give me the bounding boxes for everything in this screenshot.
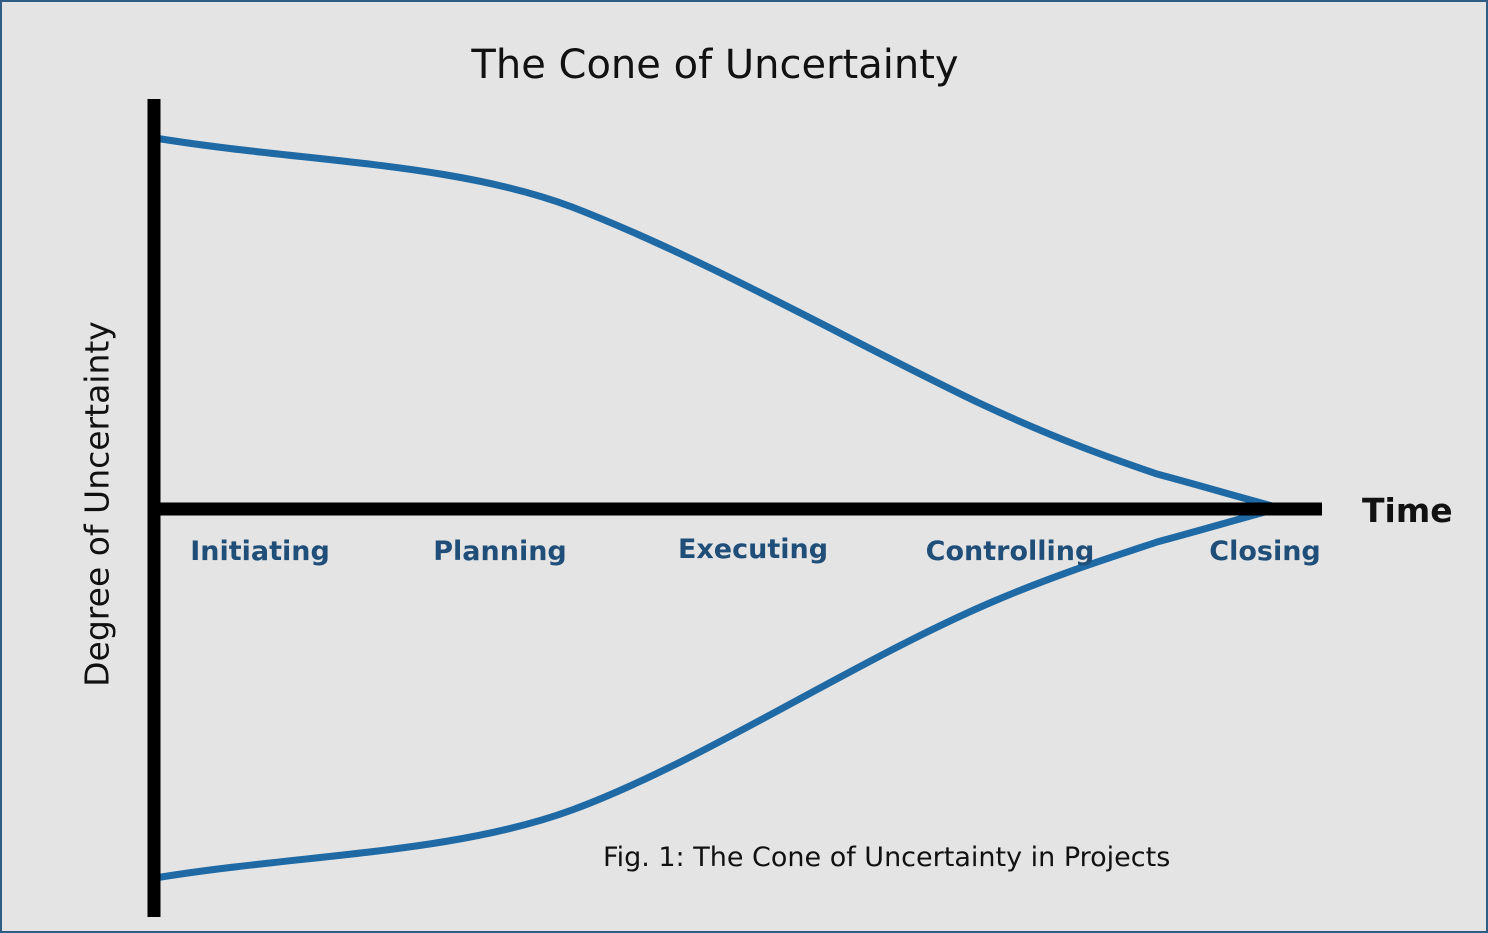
phase-closing: Closing bbox=[1209, 536, 1321, 567]
figure-caption: Fig. 1: The Cone of Uncertainty in Proje… bbox=[603, 842, 1171, 873]
cone-upper-curve bbox=[151, 134, 1284, 512]
y-axis-label: Degree of Uncertainty bbox=[77, 321, 117, 687]
phase-initiating: Initiating bbox=[190, 536, 330, 567]
phase-controlling: Controlling bbox=[925, 536, 1095, 567]
phase-planning: Planning bbox=[433, 536, 567, 567]
phase-executing: Executing bbox=[677, 534, 829, 565]
cone-lower-curve bbox=[151, 504, 1284, 882]
x-axis-label: Time bbox=[1362, 491, 1453, 530]
diagram-title: The Cone of Uncertainty bbox=[471, 42, 959, 88]
